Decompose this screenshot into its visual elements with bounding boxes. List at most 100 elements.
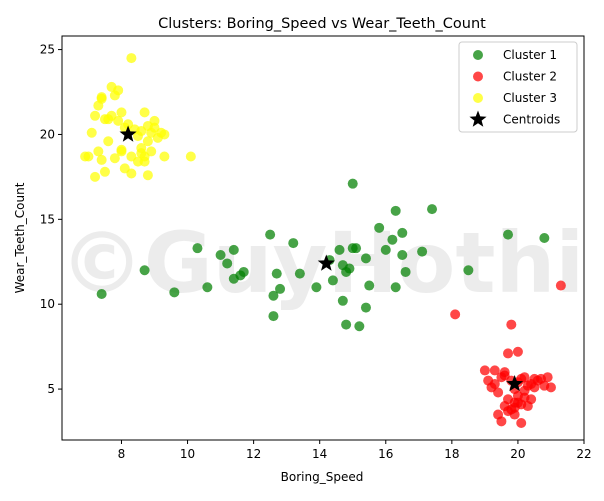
cluster-3-point <box>142 136 153 147</box>
cluster-1-point <box>463 265 474 276</box>
cluster-1-point <box>360 302 371 313</box>
cluster-1-point <box>311 282 322 293</box>
centroid-star <box>317 254 335 271</box>
cluster-1-point <box>341 319 352 330</box>
cluster-2-point <box>496 416 507 427</box>
cluster-2-point <box>503 348 514 359</box>
cluster-2-point <box>506 319 517 330</box>
cluster-3-point <box>90 110 101 121</box>
cluster-1-point <box>503 229 514 240</box>
cluster-1-point <box>228 244 239 255</box>
cluster-1-point <box>265 229 276 240</box>
cluster-1-point <box>337 295 348 306</box>
y-tick-label: 15 <box>40 212 55 226</box>
cluster-1-point <box>268 311 279 322</box>
legend-label: Cluster 3 <box>503 91 557 105</box>
cluster-1-point <box>222 258 233 269</box>
cluster-1-point <box>294 268 305 279</box>
cluster-2-point <box>519 385 530 396</box>
cluster-1-point <box>539 233 550 243</box>
cluster-2-point <box>512 397 523 408</box>
cluster-2-point <box>489 365 500 376</box>
cluster-1-point <box>397 249 408 260</box>
chart-title: Clusters: Boring_Speed vs Wear_Teeth_Cou… <box>158 16 486 32</box>
cluster-1-point <box>334 244 345 255</box>
y-axis: 5 10 15 20 25 <box>40 43 62 396</box>
cluster-1-point <box>390 282 401 293</box>
y-axis-label: Wear_Teeth_Count <box>13 182 27 293</box>
cluster-2-point <box>516 418 527 429</box>
cluster-1-point <box>202 282 213 293</box>
cluster-2-point <box>479 365 490 376</box>
cluster-2-point <box>493 387 504 398</box>
x-tick-label: 12 <box>246 447 261 461</box>
legend-marker <box>473 71 483 82</box>
cluster-3-point <box>96 92 107 103</box>
cluster-3-point <box>139 107 150 118</box>
legend-centroid-marker <box>469 110 487 127</box>
cluster-3-point <box>126 168 137 179</box>
cluster-1-point <box>215 249 226 260</box>
cluster-2-point <box>503 406 514 417</box>
x-tick-label: 8 <box>118 447 126 461</box>
cluster-1-point <box>354 321 365 332</box>
centroid-star <box>119 125 137 142</box>
cluster-3-point <box>90 171 101 182</box>
centroid-star <box>506 374 524 392</box>
cluster-2-point <box>545 382 556 393</box>
cluster-1-point <box>397 227 408 238</box>
x-tick-label: 14 <box>312 447 327 461</box>
x-tick-label: 10 <box>180 447 195 461</box>
cluster-1-point <box>271 268 282 279</box>
plot-area <box>61 35 585 441</box>
x-tick-label: 20 <box>510 447 525 461</box>
cluster-3-point <box>113 115 124 126</box>
x-tick-label: 18 <box>444 447 459 461</box>
cluster-1-point <box>400 266 411 277</box>
legend-box <box>458 41 578 133</box>
cluster-1-point <box>387 234 398 245</box>
cluster-1-point <box>238 266 249 277</box>
cluster-3-point <box>116 144 127 155</box>
cluster-3-point <box>149 115 160 126</box>
cluster-3-point <box>116 107 127 118</box>
cluster-2-point <box>519 372 530 383</box>
cluster-3-point <box>136 148 147 159</box>
cluster-3-point <box>113 85 124 96</box>
cluster-3-point <box>142 170 153 181</box>
cluster-2-point <box>450 309 461 320</box>
cluster-2-point <box>526 394 537 405</box>
y-tick-label: 10 <box>40 297 55 311</box>
cluster-3-point <box>126 53 137 64</box>
cluster-3-point <box>86 127 97 138</box>
cluster-3-point <box>185 151 196 162</box>
cluster-1-point <box>380 244 391 255</box>
legend: Cluster 1 Cluster 2 Cluster 3 Centroids <box>458 41 578 133</box>
cluster-1-point <box>96 289 107 300</box>
cluster-1-point <box>288 238 299 249</box>
cluster-1-point <box>364 280 375 291</box>
cluster-3-point <box>99 166 110 177</box>
cluster-3-point <box>159 151 170 162</box>
cluster-2-point <box>542 372 553 383</box>
y-tick-label: 5 <box>47 382 55 396</box>
cluster-3-point <box>96 154 107 165</box>
cluster-1-point <box>417 246 428 257</box>
y-tick-label: 25 <box>40 43 55 57</box>
cluster-3-point <box>103 136 114 147</box>
cluster-1-point <box>275 283 286 294</box>
x-axis-label: Boring_Speed <box>281 470 364 484</box>
cluster-3-point <box>93 146 104 157</box>
y-tick-label: 20 <box>40 127 55 141</box>
cluster-2-point <box>489 378 500 389</box>
cluster-1-point <box>347 178 358 189</box>
centroid-markers <box>119 125 524 392</box>
cluster-1-point <box>351 243 362 254</box>
data-points <box>80 53 566 429</box>
cluster-2-point <box>512 346 523 357</box>
legend-marker <box>473 93 483 103</box>
legend-label: Cluster 1 <box>503 48 557 62</box>
cluster-1-point <box>374 222 385 233</box>
legend-marker <box>473 50 483 60</box>
